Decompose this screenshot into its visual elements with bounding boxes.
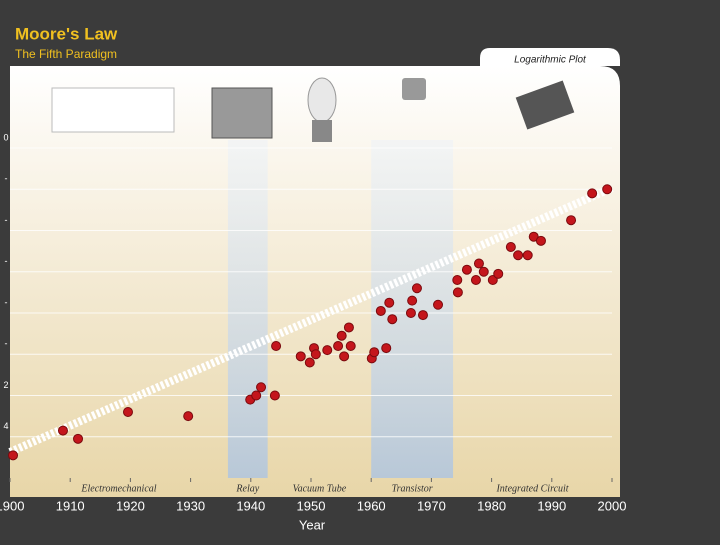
plot-label: Logarithmic Plot: [514, 55, 587, 66]
panel: [10, 66, 620, 497]
x-tick-label: 1910: [56, 498, 85, 513]
tube-base: [312, 120, 332, 142]
era-label: Relay: [235, 483, 259, 494]
data-point: [493, 268, 504, 279]
data-point: [310, 349, 321, 360]
data-point: [375, 305, 386, 316]
data-point: [339, 351, 350, 362]
data-point: [602, 184, 613, 195]
y-tick-label: 0: [3, 132, 8, 142]
x-tick-label: 1940: [236, 498, 265, 513]
era-label: Electromechanical: [80, 483, 156, 494]
data-point: [183, 411, 194, 422]
data-point: [452, 287, 463, 298]
y-tick-label: 4: [3, 421, 8, 431]
x-tick-label: 1960: [357, 498, 386, 513]
x-tick-label: 1900: [0, 498, 24, 513]
data-point: [535, 235, 546, 246]
data-point: [304, 357, 315, 368]
data-point: [387, 314, 398, 325]
x-tick-label: 1990: [537, 498, 566, 513]
x-tick-label: 1930: [176, 498, 205, 513]
x-tick-label: 1970: [417, 498, 446, 513]
data-point: [433, 299, 444, 310]
data-point: [407, 295, 418, 306]
points: [8, 184, 613, 461]
x-tick-label: 1980: [477, 498, 506, 513]
data-point: [57, 425, 68, 436]
data-point: [333, 341, 344, 351]
era-label: Vacuum Tube: [293, 483, 347, 494]
data-point: [369, 347, 380, 358]
data-point: [251, 390, 262, 401]
relay-icon: [211, 87, 273, 139]
subtitle: The Fifth Paradigm: [15, 47, 117, 61]
y-tick-label: 2: [3, 380, 8, 390]
data-point: [343, 322, 354, 333]
icons: [51, 77, 575, 142]
data-point: [505, 242, 516, 252]
x-axis-label: Year: [299, 517, 326, 532]
data-point: [587, 188, 598, 199]
data-point: [384, 297, 395, 308]
y-tick-label: -: [5, 297, 8, 307]
tube-icon: [307, 77, 337, 123]
data-point: [405, 308, 416, 318]
data-point: [73, 433, 84, 444]
era-label: Integrated Circuit: [495, 483, 568, 494]
data-point: [322, 345, 333, 356]
data-point: [473, 258, 484, 269]
data-point: [336, 330, 347, 341]
data-point: [417, 310, 428, 321]
x-tick-label: 2000: [598, 498, 627, 513]
data-point: [345, 341, 356, 351]
data-point: [269, 390, 280, 401]
data-point: [8, 450, 19, 461]
plot-tab: [480, 48, 620, 66]
y-tick-label: -: [5, 256, 8, 266]
x-tick-label: 1920: [116, 498, 145, 513]
data-point: [271, 341, 282, 351]
data-point: [295, 351, 306, 362]
y-tick-label: -: [5, 215, 8, 225]
data-point: [487, 275, 498, 285]
punch-card: [51, 87, 175, 133]
data-point: [522, 250, 533, 261]
data-point: [461, 264, 472, 275]
data-point: [478, 266, 489, 277]
data-point: [256, 382, 267, 393]
data-point: [566, 215, 577, 226]
x-tick-label: 1950: [297, 498, 326, 513]
data-point: [122, 407, 133, 417]
chip-icon: [515, 80, 575, 130]
data-point: [452, 275, 463, 285]
data-point: [411, 283, 422, 294]
title: Moore's Law: [15, 24, 118, 43]
y-tick-label: -: [5, 339, 8, 349]
y-tick-label: -: [5, 174, 8, 184]
era-band: [227, 140, 268, 478]
era-label: Transistor: [392, 483, 433, 494]
data-point: [513, 250, 524, 261]
trend-line: [8, 184, 614, 456]
transistor-icon: [402, 78, 426, 100]
data-point: [470, 275, 481, 285]
data-point: [381, 343, 392, 354]
